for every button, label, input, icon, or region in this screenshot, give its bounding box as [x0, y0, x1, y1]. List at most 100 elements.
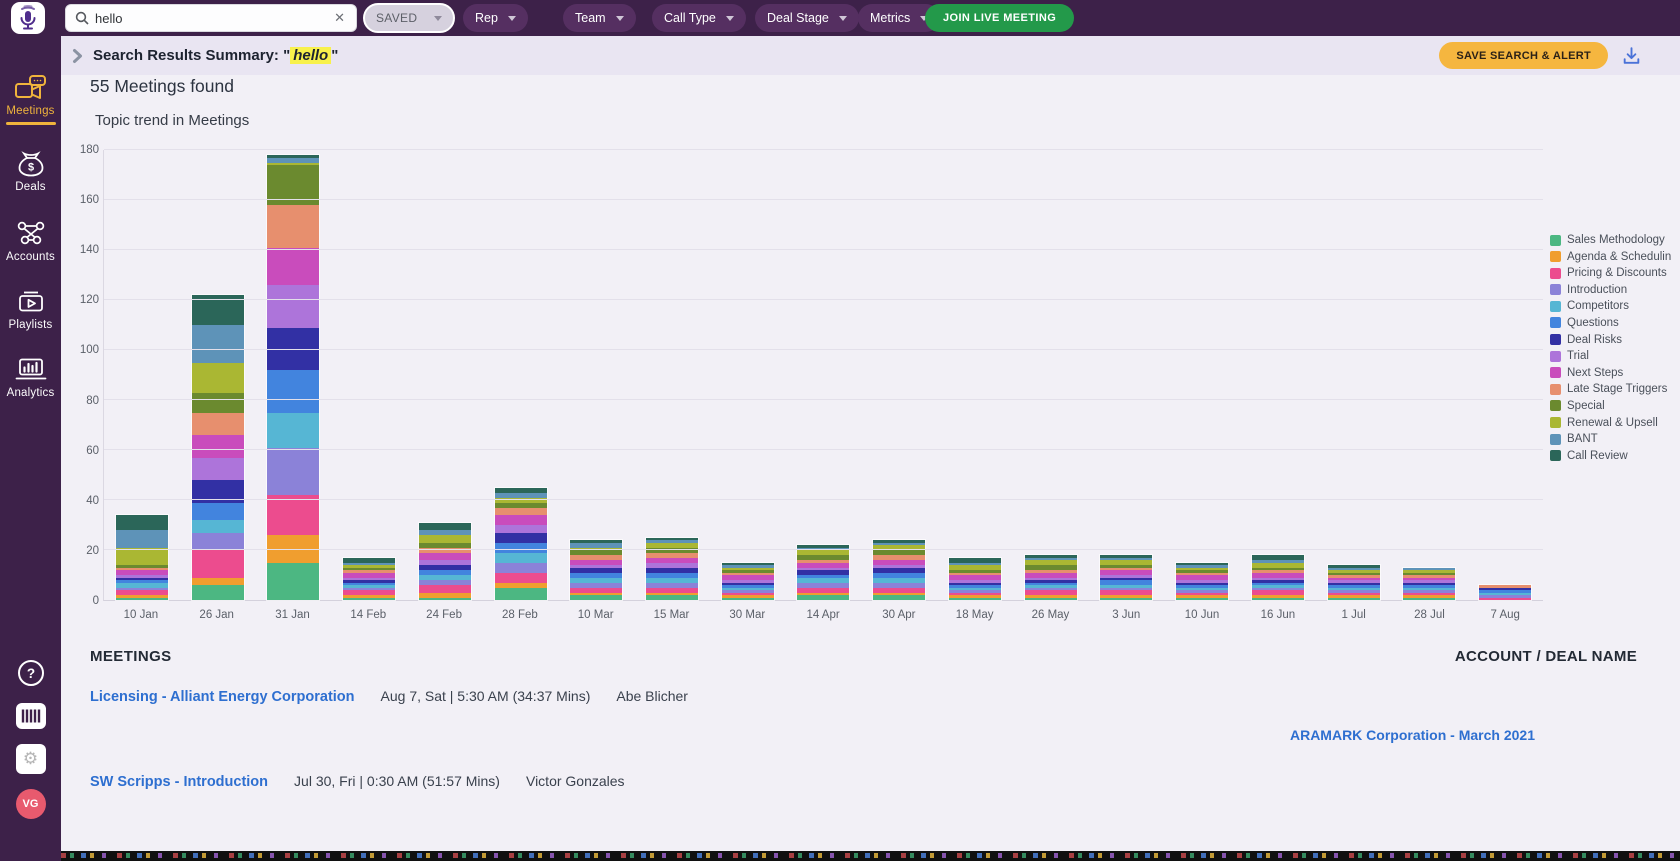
bar-segment[interactable]: [873, 555, 926, 560]
bar-segment[interactable]: [191, 520, 244, 533]
stacked-bar[interactable]: [1250, 554, 1305, 601]
bar-segment[interactable]: [343, 597, 396, 600]
bar-segment[interactable]: [418, 535, 471, 543]
bar-segment[interactable]: [721, 575, 774, 580]
bar-segment[interactable]: [267, 495, 320, 535]
bar-segment[interactable]: [1327, 570, 1380, 573]
bar-segment[interactable]: [191, 435, 244, 458]
bar-segment[interactable]: [418, 592, 471, 598]
sidebar-item-analytics[interactable]: Analytics: [0, 356, 61, 399]
bar-segment[interactable]: [267, 447, 320, 495]
bar-segment[interactable]: [1251, 597, 1304, 600]
bar-segment[interactable]: [115, 565, 168, 568]
bar-segment[interactable]: [1251, 580, 1304, 583]
bar-segment[interactable]: [1024, 590, 1077, 595]
stacked-bar[interactable]: [493, 486, 548, 601]
bar-segment[interactable]: [343, 582, 396, 585]
bar-segment[interactable]: [494, 542, 547, 553]
stacked-bar[interactable]: [947, 556, 1002, 601]
bar-segment[interactable]: [797, 587, 850, 593]
bar-segment[interactable]: [948, 572, 1001, 575]
legend-item[interactable]: Trial: [1550, 350, 1678, 362]
bar-segment[interactable]: [721, 585, 774, 588]
bar-segment[interactable]: [1403, 585, 1456, 588]
bar-segment[interactable]: [646, 537, 698, 540]
settings-gear-icon[interactable]: ⚙: [15, 744, 46, 774]
bar-segment[interactable]: [1479, 590, 1532, 593]
bar-segment[interactable]: [1403, 577, 1456, 580]
bar-segment[interactable]: [948, 585, 1001, 588]
bar-segment[interactable]: [1176, 570, 1229, 573]
bar-segment[interactable]: [1251, 582, 1304, 585]
legend-item[interactable]: Competitors: [1550, 300, 1678, 312]
bar-segment[interactable]: [570, 567, 623, 573]
bar-segment[interactable]: [343, 570, 396, 573]
search-input[interactable]: [95, 10, 333, 26]
bar-segment[interactable]: [191, 532, 244, 550]
bar-segment[interactable]: [646, 557, 698, 563]
bar-segment[interactable]: [646, 547, 698, 553]
bar-segment[interactable]: [646, 552, 698, 558]
bar-segment[interactable]: [1176, 585, 1229, 588]
bar-segment[interactable]: [646, 542, 698, 548]
bar-segment[interactable]: [797, 547, 850, 550]
filter-team[interactable]: Team: [563, 4, 636, 32]
saved-dropdown[interactable]: SAVED: [363, 3, 455, 33]
bar-segment[interactable]: [1100, 567, 1153, 570]
bar-segment[interactable]: [1100, 595, 1153, 598]
bar-segment[interactable]: [570, 565, 623, 568]
bar-segment[interactable]: [797, 570, 850, 575]
bar-segment[interactable]: [1327, 587, 1380, 590]
library-icon[interactable]: [15, 703, 46, 729]
bar-segment[interactable]: [570, 555, 623, 560]
bar-segment[interactable]: [1403, 587, 1456, 590]
bar-segment[interactable]: [1176, 562, 1229, 565]
bar-segment[interactable]: [1403, 597, 1456, 600]
bar-segment[interactable]: [191, 325, 244, 363]
bar-segment[interactable]: [418, 542, 471, 548]
bar-segment[interactable]: [1327, 572, 1380, 575]
stacked-bar[interactable]: [190, 294, 245, 601]
bar-segment[interactable]: [418, 580, 471, 585]
bar-segment[interactable]: [115, 580, 168, 583]
bar-segment[interactable]: [1403, 567, 1456, 570]
bar-segment[interactable]: [1479, 595, 1532, 598]
bar-segment[interactable]: [1100, 560, 1153, 565]
legend-item[interactable]: BANT: [1550, 433, 1678, 445]
bar-segment[interactable]: [646, 592, 698, 595]
bar-segment[interactable]: [1403, 575, 1456, 578]
bar-segment[interactable]: [267, 412, 320, 448]
bar-segment[interactable]: [1100, 577, 1153, 580]
bar-segment[interactable]: [570, 592, 623, 595]
bar-segment[interactable]: [1100, 587, 1153, 590]
bar-segment[interactable]: [115, 547, 168, 565]
bar-segment[interactable]: [191, 480, 244, 503]
bar-segment[interactable]: [1479, 597, 1532, 600]
bar-segment[interactable]: [721, 567, 774, 570]
bar-segment[interactable]: [494, 502, 547, 508]
bar-segment[interactable]: [797, 567, 850, 570]
bar-segment[interactable]: [267, 327, 320, 370]
bar-segment[interactable]: [721, 572, 774, 575]
bar-segment[interactable]: [948, 562, 1001, 565]
bar-segment[interactable]: [343, 595, 396, 598]
bar-segment[interactable]: [494, 572, 547, 583]
bar-segment[interactable]: [570, 547, 623, 550]
download-icon[interactable]: [1621, 45, 1642, 71]
clear-search-icon[interactable]: ✕: [334, 10, 345, 25]
stacked-bar[interactable]: [1175, 561, 1230, 601]
bar-segment[interactable]: [948, 582, 1001, 585]
bar-segment[interactable]: [1100, 557, 1153, 560]
bar-segment[interactable]: [873, 550, 926, 555]
bar-segment[interactable]: [191, 457, 244, 480]
bar-segment[interactable]: [267, 155, 320, 158]
bar-segment[interactable]: [570, 550, 623, 555]
bar-segment[interactable]: [873, 592, 926, 595]
bar-segment[interactable]: [343, 587, 396, 590]
bar-segment[interactable]: [646, 582, 698, 588]
stacked-bar[interactable]: [720, 561, 775, 601]
bar-segment[interactable]: [1176, 565, 1229, 568]
bar-segment[interactable]: [721, 595, 774, 598]
bar-segment[interactable]: [494, 515, 547, 525]
bar-segment[interactable]: [873, 540, 926, 543]
